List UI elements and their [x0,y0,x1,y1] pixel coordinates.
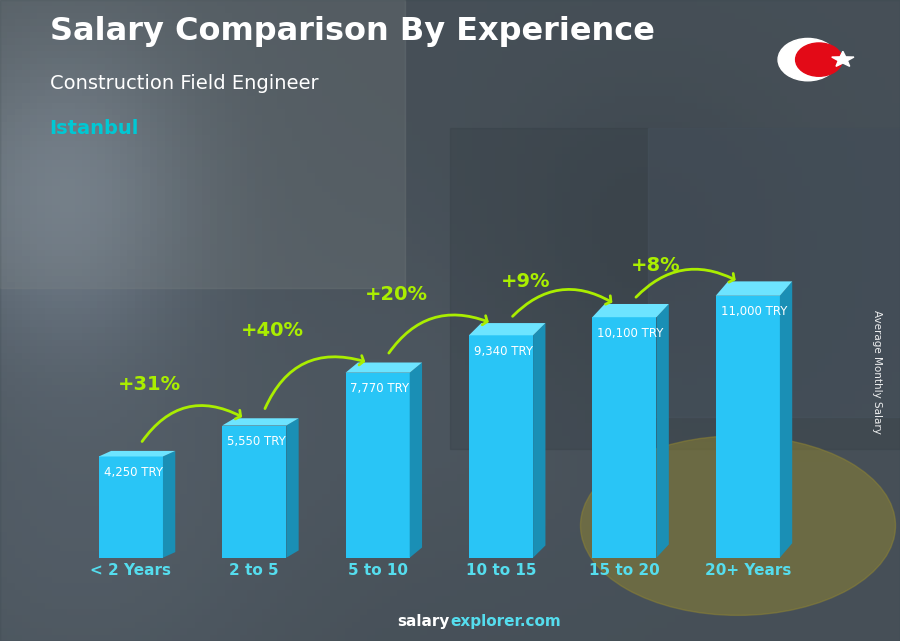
Circle shape [778,38,838,81]
Text: explorer.com: explorer.com [450,615,561,629]
Text: +40%: +40% [241,321,304,340]
Bar [346,372,410,558]
Text: +9%: +9% [501,272,551,291]
Bar [222,426,286,558]
Polygon shape [163,451,176,558]
Text: 11,000 TRY: 11,000 TRY [721,305,787,319]
Polygon shape [832,51,854,67]
Text: +20%: +20% [364,285,427,304]
Text: 5,550 TRY: 5,550 TRY [227,435,286,448]
Polygon shape [286,419,299,558]
Text: +31%: +31% [118,376,181,394]
Bar [450,128,900,449]
Text: salary: salary [398,615,450,629]
Text: +8%: +8% [630,256,680,275]
Polygon shape [716,281,792,296]
Polygon shape [346,363,422,372]
Polygon shape [780,281,792,558]
Polygon shape [656,304,669,558]
Polygon shape [99,451,176,456]
Text: 9,340 TRY: 9,340 TRY [474,345,533,358]
Bar [716,296,780,558]
Text: Salary Comparison By Experience: Salary Comparison By Experience [50,16,654,47]
Polygon shape [410,363,422,558]
Bar [0,0,405,288]
Text: 4,250 TRY: 4,250 TRY [104,466,163,479]
Text: 10,100 TRY: 10,100 TRY [598,327,663,340]
Polygon shape [592,304,669,317]
Circle shape [796,43,842,76]
Bar [99,456,163,558]
Polygon shape [469,323,545,335]
Text: Average Monthly Salary: Average Monthly Salary [872,310,883,434]
Bar [648,128,900,417]
Text: Construction Field Engineer: Construction Field Engineer [50,74,318,93]
Text: Istanbul: Istanbul [50,119,139,138]
Bar [469,335,533,558]
Bar [592,317,656,558]
Text: 7,770 TRY: 7,770 TRY [350,382,410,395]
Polygon shape [222,419,299,426]
Ellipse shape [580,436,896,615]
Polygon shape [533,323,545,558]
